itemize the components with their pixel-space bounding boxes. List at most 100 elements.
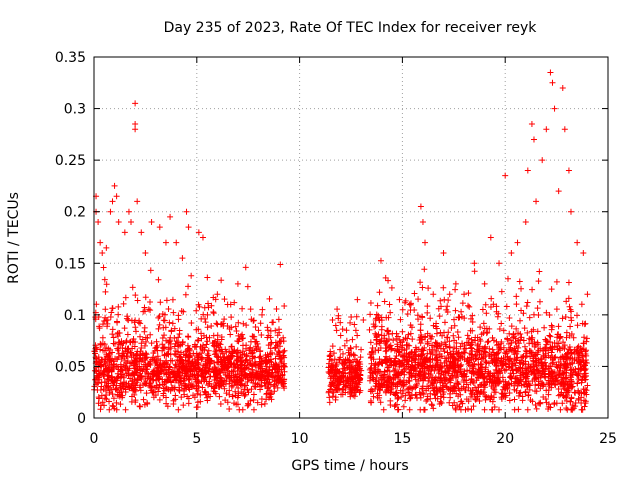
data-point — [109, 305, 116, 312]
data-point — [556, 367, 563, 374]
x-tick-label: 15 — [393, 431, 411, 447]
data-point — [184, 342, 191, 349]
data-point — [170, 401, 177, 408]
data-point — [471, 360, 478, 367]
data-point — [265, 390, 272, 397]
data-point — [432, 395, 439, 402]
data-point — [441, 359, 448, 366]
data-point — [427, 315, 434, 322]
data-point — [469, 319, 476, 326]
data-point — [109, 391, 116, 398]
data-point — [103, 379, 110, 386]
data-point — [463, 377, 470, 384]
data-point — [195, 337, 202, 344]
data-point — [412, 372, 419, 379]
data-point — [469, 368, 476, 375]
data-point — [528, 370, 535, 377]
data-point — [461, 291, 468, 298]
data-point — [262, 360, 269, 367]
data-point — [549, 79, 556, 86]
data-point — [453, 340, 460, 347]
data-point — [515, 392, 522, 399]
data-point — [197, 391, 204, 398]
data-point — [227, 355, 234, 362]
data-point — [106, 372, 113, 379]
data-point — [250, 353, 257, 360]
data-point — [474, 334, 481, 341]
data-point — [203, 341, 210, 348]
data-point — [523, 370, 530, 377]
data-point — [176, 330, 183, 337]
data-point — [424, 303, 431, 310]
data-point — [439, 386, 446, 393]
data-point — [329, 393, 336, 400]
data-point — [394, 406, 401, 413]
data-point — [503, 348, 510, 355]
data-point — [543, 126, 550, 133]
data-point — [351, 384, 358, 391]
data-point — [513, 325, 520, 332]
data-point — [532, 381, 539, 388]
data-point — [227, 331, 234, 338]
data-point — [373, 336, 380, 343]
data-point — [486, 353, 493, 360]
data-point — [139, 336, 146, 343]
data-point — [150, 394, 157, 401]
data-point — [259, 306, 266, 313]
data-point — [514, 239, 521, 246]
data-point — [115, 303, 122, 310]
data-point — [214, 291, 221, 298]
data-point — [442, 341, 449, 348]
data-point — [205, 382, 212, 389]
data-point — [151, 367, 158, 374]
data-point — [381, 298, 388, 305]
data-point — [336, 368, 343, 375]
data-point — [441, 348, 448, 355]
data-point — [163, 360, 170, 367]
data-point — [574, 239, 581, 246]
data-point — [447, 350, 454, 357]
data-point — [421, 361, 428, 368]
data-point — [453, 345, 460, 352]
data-point — [504, 353, 511, 360]
data-point — [414, 312, 421, 319]
data-point — [257, 353, 264, 360]
data-point — [519, 369, 526, 376]
data-point — [537, 399, 544, 406]
data-point — [198, 378, 205, 385]
data-point — [547, 344, 554, 351]
data-point — [400, 359, 407, 366]
data-point — [557, 406, 564, 413]
data-point — [244, 386, 251, 393]
data-point — [419, 389, 426, 396]
data-point — [510, 370, 517, 377]
data-point — [236, 369, 243, 376]
data-point — [392, 361, 399, 368]
data-point — [437, 375, 444, 382]
data-point — [394, 395, 401, 402]
data-point — [199, 370, 206, 377]
data-point — [426, 346, 433, 353]
data-point — [122, 345, 129, 352]
data-point — [103, 244, 110, 251]
data-point — [221, 359, 228, 366]
data-point — [93, 346, 100, 353]
data-point — [492, 389, 499, 396]
data-point — [276, 349, 283, 356]
data-point — [221, 316, 228, 323]
data-point — [424, 338, 431, 345]
data-point — [505, 380, 512, 387]
data-point — [166, 319, 173, 326]
data-point — [539, 364, 546, 371]
data-point — [181, 386, 187, 393]
data-point — [437, 329, 444, 336]
data-point — [156, 224, 163, 231]
data-point — [539, 157, 546, 164]
data-point — [195, 229, 202, 236]
data-point — [387, 389, 394, 396]
data-point — [256, 373, 263, 380]
data-point — [475, 375, 482, 382]
data-point — [217, 400, 224, 407]
data-point — [583, 347, 590, 354]
data-point — [108, 386, 115, 393]
